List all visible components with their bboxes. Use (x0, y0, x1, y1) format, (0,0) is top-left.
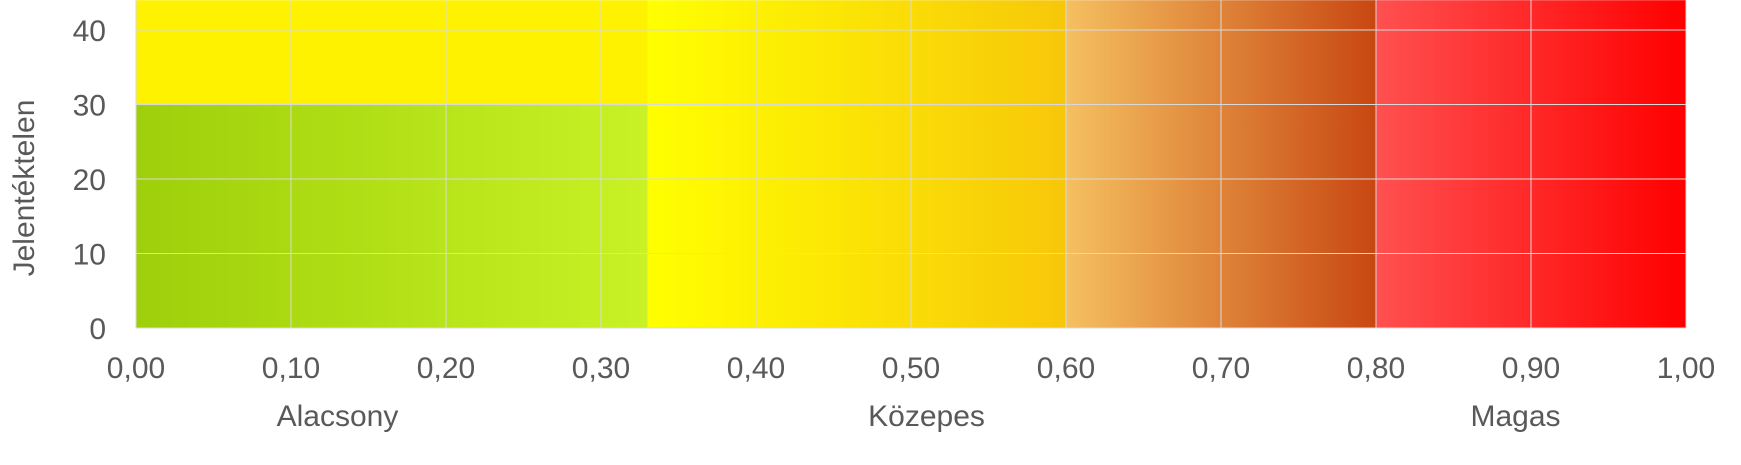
x-tick-label: 0,70 (1192, 352, 1250, 385)
x-tick-label: 0,60 (1037, 352, 1095, 385)
heatmap-region-2 (647, 0, 1066, 328)
y-axis-label: Jelentéktelen (8, 100, 41, 277)
x-tick-label: 0,50 (882, 352, 940, 385)
x-tick-label: 0,20 (417, 352, 475, 385)
category-label: Közepes (868, 400, 985, 433)
y-tick-label: 20 (73, 164, 106, 197)
category-labels: Alacsony Közepes Magas (277, 400, 1561, 433)
category-label: Alacsony (277, 400, 399, 433)
x-tick-label: 0,00 (107, 352, 165, 385)
x-tick-label: 0,10 (262, 352, 320, 385)
x-tick-label: 0,90 (1502, 352, 1560, 385)
y-tick-label: 40 (73, 15, 106, 48)
x-tick-label: 0,40 (727, 352, 785, 385)
heatmap-region-0 (136, 104, 648, 328)
heatmap-region-1 (136, 0, 648, 105)
y-tick-label: 0 (89, 313, 106, 346)
x-tick-label: 0,80 (1347, 352, 1405, 385)
x-tick-label: 0,30 (572, 352, 630, 385)
y-tick-labels: 0 10 20 30 40 (73, 15, 106, 346)
y-tick-label: 10 (73, 239, 106, 272)
category-label: Magas (1470, 400, 1560, 433)
gridlines (135, 0, 1687, 329)
x-tick-label: 1,00 (1657, 352, 1715, 385)
x-tick-labels: 0,00 0,10 0,20 0,30 0,40 0,50 0,60 0,70 0,80 0,90… (107, 352, 1715, 385)
y-tick-label: 30 (73, 90, 106, 123)
